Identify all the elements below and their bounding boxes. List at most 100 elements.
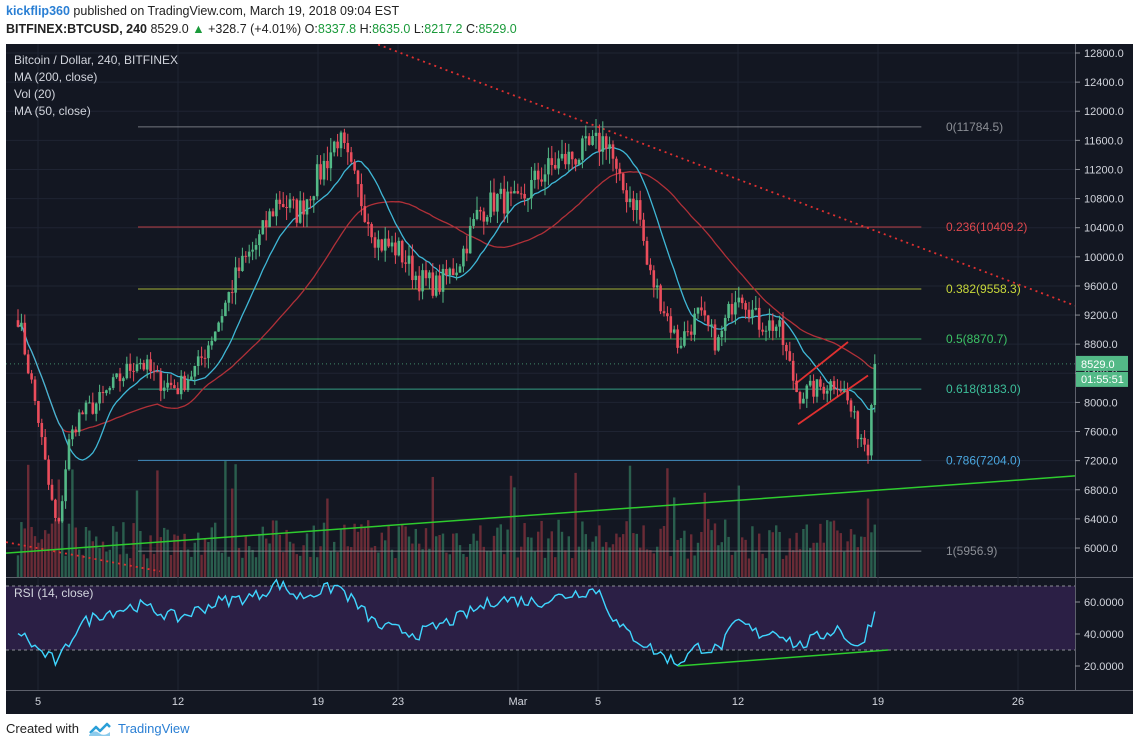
- volume-bar: [74, 527, 77, 577]
- candle-body: [156, 371, 159, 373]
- candle-body: [210, 340, 214, 346]
- volume-bar: [683, 530, 686, 577]
- volume-bar: [798, 549, 802, 577]
- volume-bar: [115, 531, 118, 577]
- candle-body: [417, 275, 421, 292]
- candle-body: [26, 354, 30, 374]
- fibonacci-retracement[interactable]: 0(11784.5) 0.236(10409.2) 0.382(9558.3) 0.5…: [138, 120, 1027, 558]
- candle-body: [349, 152, 353, 162]
- candle-body: [856, 411, 860, 440]
- price-chart[interactable]: 0(11784.5) 0.236(10409.2) 0.382(9558.3) 0.5…: [0, 33, 1133, 714]
- candle-body: [176, 388, 180, 395]
- volume-bar: [588, 549, 591, 577]
- candle-body: [836, 388, 839, 390]
- rsi-tick-label: 40.0000: [1084, 629, 1124, 641]
- candle-body: [60, 501, 64, 522]
- candle-body: [513, 191, 516, 194]
- volume-bar: [377, 552, 380, 577]
- volume-bar: [367, 520, 370, 577]
- volume-bar: [441, 533, 445, 577]
- candle-body: [278, 199, 282, 205]
- candle-body: [778, 320, 781, 327]
- candle-body: [162, 387, 166, 391]
- volume-bar: [414, 528, 417, 577]
- candle-body: [730, 303, 734, 315]
- candle-body: [530, 179, 533, 199]
- candle-body: [366, 221, 370, 225]
- candle-body: [309, 199, 312, 201]
- volume-bar: [305, 533, 309, 577]
- candle-body: [207, 345, 210, 359]
- candle-body: [737, 297, 741, 303]
- candle-body: [451, 268, 455, 276]
- trend-lines[interactable]: [5, 33, 1076, 573]
- author-name[interactable]: kickflip360: [6, 4, 70, 18]
- volume-bar: [166, 529, 169, 577]
- volume-bar: [819, 523, 822, 577]
- candle-body: [47, 459, 50, 485]
- volume-bar: [469, 543, 472, 577]
- flag-lower-line[interactable]: [797, 374, 869, 425]
- tradingview-brand[interactable]: TradingView: [118, 721, 190, 736]
- volume-bar: [659, 528, 662, 577]
- volume-bar: [234, 464, 237, 577]
- candle-body: [829, 381, 832, 391]
- volume-bar: [27, 464, 30, 577]
- volume-bar: [788, 538, 791, 577]
- candle-body: [319, 164, 322, 180]
- volume-bar: [81, 554, 84, 577]
- candle-body: [618, 168, 622, 174]
- candle-body: [94, 403, 98, 414]
- candle-body: [122, 378, 125, 382]
- volume-bar: [231, 488, 234, 577]
- volume-bar: [768, 530, 771, 577]
- rsi-divergence-line[interactable]: [677, 649, 889, 667]
- quote-line: BITFINEX:BTCUSD, 240 8529.0 ▲ +328.7 (+4…: [6, 22, 517, 36]
- volume-bar: [764, 558, 768, 577]
- publish-line: kickflip360 published on TradingView.com…: [6, 4, 399, 18]
- candle-body: [305, 199, 309, 215]
- lower-dotted-line[interactable]: [5, 541, 161, 573]
- ascending-support-line[interactable]: [5, 475, 1076, 554]
- candle-body: [764, 330, 768, 332]
- price-tick-label: 7600.0: [1084, 427, 1118, 439]
- candle-body: [642, 219, 645, 241]
- candle-body: [339, 132, 343, 149]
- volume-bar: [217, 551, 220, 577]
- candle-body: [183, 375, 186, 391]
- candle-body: [666, 313, 669, 317]
- candle-body: [689, 331, 693, 335]
- candle-body: [632, 198, 635, 211]
- candle-body: [455, 272, 458, 276]
- volume-bar: [237, 547, 241, 577]
- volume-bar: [761, 553, 764, 577]
- volume-bar: [241, 557, 244, 577]
- chart-area[interactable]: 0(11784.5) 0.236(10409.2) 0.382(9558.3) 0.5…: [0, 33, 1133, 714]
- candle-body: [74, 429, 78, 433]
- candle-body: [496, 193, 499, 212]
- time-scale-background[interactable]: [6, 691, 1133, 714]
- volume-bar: [557, 519, 560, 577]
- candle-body: [258, 234, 261, 246]
- volume-bar: [180, 550, 183, 577]
- fib-label-0.236: 0.236(10409.2): [946, 220, 1027, 234]
- candle-body: [91, 402, 95, 414]
- volume-bar: [448, 554, 451, 577]
- volume-bar: [475, 540, 479, 577]
- grid-lines: [6, 44, 1075, 690]
- volume-bar: [370, 547, 373, 577]
- volume-bar: [95, 536, 98, 577]
- volume-bar: [122, 522, 125, 577]
- candle-body: [635, 200, 639, 211]
- candle-body: [315, 164, 319, 197]
- volume-bar: [713, 523, 717, 577]
- low-value: 8217.2: [424, 22, 463, 36]
- candle-body: [271, 211, 275, 217]
- volume-bar: [57, 479, 60, 577]
- candle-body: [247, 251, 251, 257]
- candle-body: [377, 239, 380, 248]
- legend-ma200: MA (200, close): [14, 70, 97, 84]
- candle-body: [462, 248, 465, 267]
- flag-upper-line[interactable]: [794, 341, 849, 385]
- candle-body: [713, 324, 717, 351]
